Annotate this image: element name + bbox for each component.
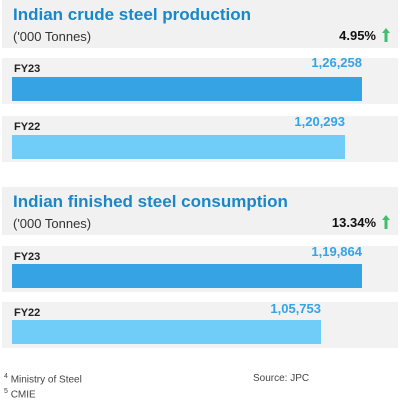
bar-value-label: 1,20,293 xyxy=(294,114,345,129)
up-arrow-icon xyxy=(382,215,390,229)
bar-category-label: FY23 xyxy=(14,63,41,75)
footnote-1: 4 Ministry of Steel xyxy=(4,373,82,385)
footnote-text: CMIE xyxy=(10,389,36,401)
growth-percent: 13.34% xyxy=(331,215,376,230)
growth-percent: 4.95% xyxy=(339,28,376,43)
panel-header xyxy=(2,0,398,48)
bar-fy23 xyxy=(12,264,362,288)
chart-title: Indian crude steel production xyxy=(13,5,252,24)
bar-category-label: FY22 xyxy=(14,121,41,133)
bar-fy23 xyxy=(12,77,362,101)
bar-row-fy22: FY22 xyxy=(2,116,398,162)
bar-fy22 xyxy=(12,320,321,344)
bar-value-label: 1,05,753 xyxy=(270,301,321,316)
crude-steel-panel: Indian crude steel production ('000 Tonn… xyxy=(2,0,398,172)
bar-fy22 xyxy=(12,135,345,159)
panel-header xyxy=(2,187,398,235)
chart-unit: ('000 Tonnes) xyxy=(13,216,92,231)
footnote-2: 5 CMIE xyxy=(4,388,36,400)
bar-value-label: 1,19,864 xyxy=(311,244,362,259)
source-note: Source: JPC xyxy=(253,373,310,384)
up-arrow-icon xyxy=(382,28,390,42)
chart-unit: ('000 Tonnes) xyxy=(13,29,92,44)
footnote-mark: 5 xyxy=(4,388,8,395)
bar-value-label: 1,26,258 xyxy=(311,55,362,70)
finished-steel-panel: Indian finished steel consumption ('000 … xyxy=(2,187,398,362)
footnote-text: Ministry of Steel xyxy=(10,374,82,386)
footnote-mark: 4 xyxy=(4,373,8,380)
bar-category-label: FY22 xyxy=(14,307,41,319)
bar-row-fy23: FY23 xyxy=(2,58,398,104)
bar-row-fy22: FY22 xyxy=(2,302,398,348)
bar-row-fy23: FY23 xyxy=(2,246,398,292)
bar-category-label: FY23 xyxy=(14,251,41,263)
chart-title: Indian finished steel consumption xyxy=(13,192,288,211)
